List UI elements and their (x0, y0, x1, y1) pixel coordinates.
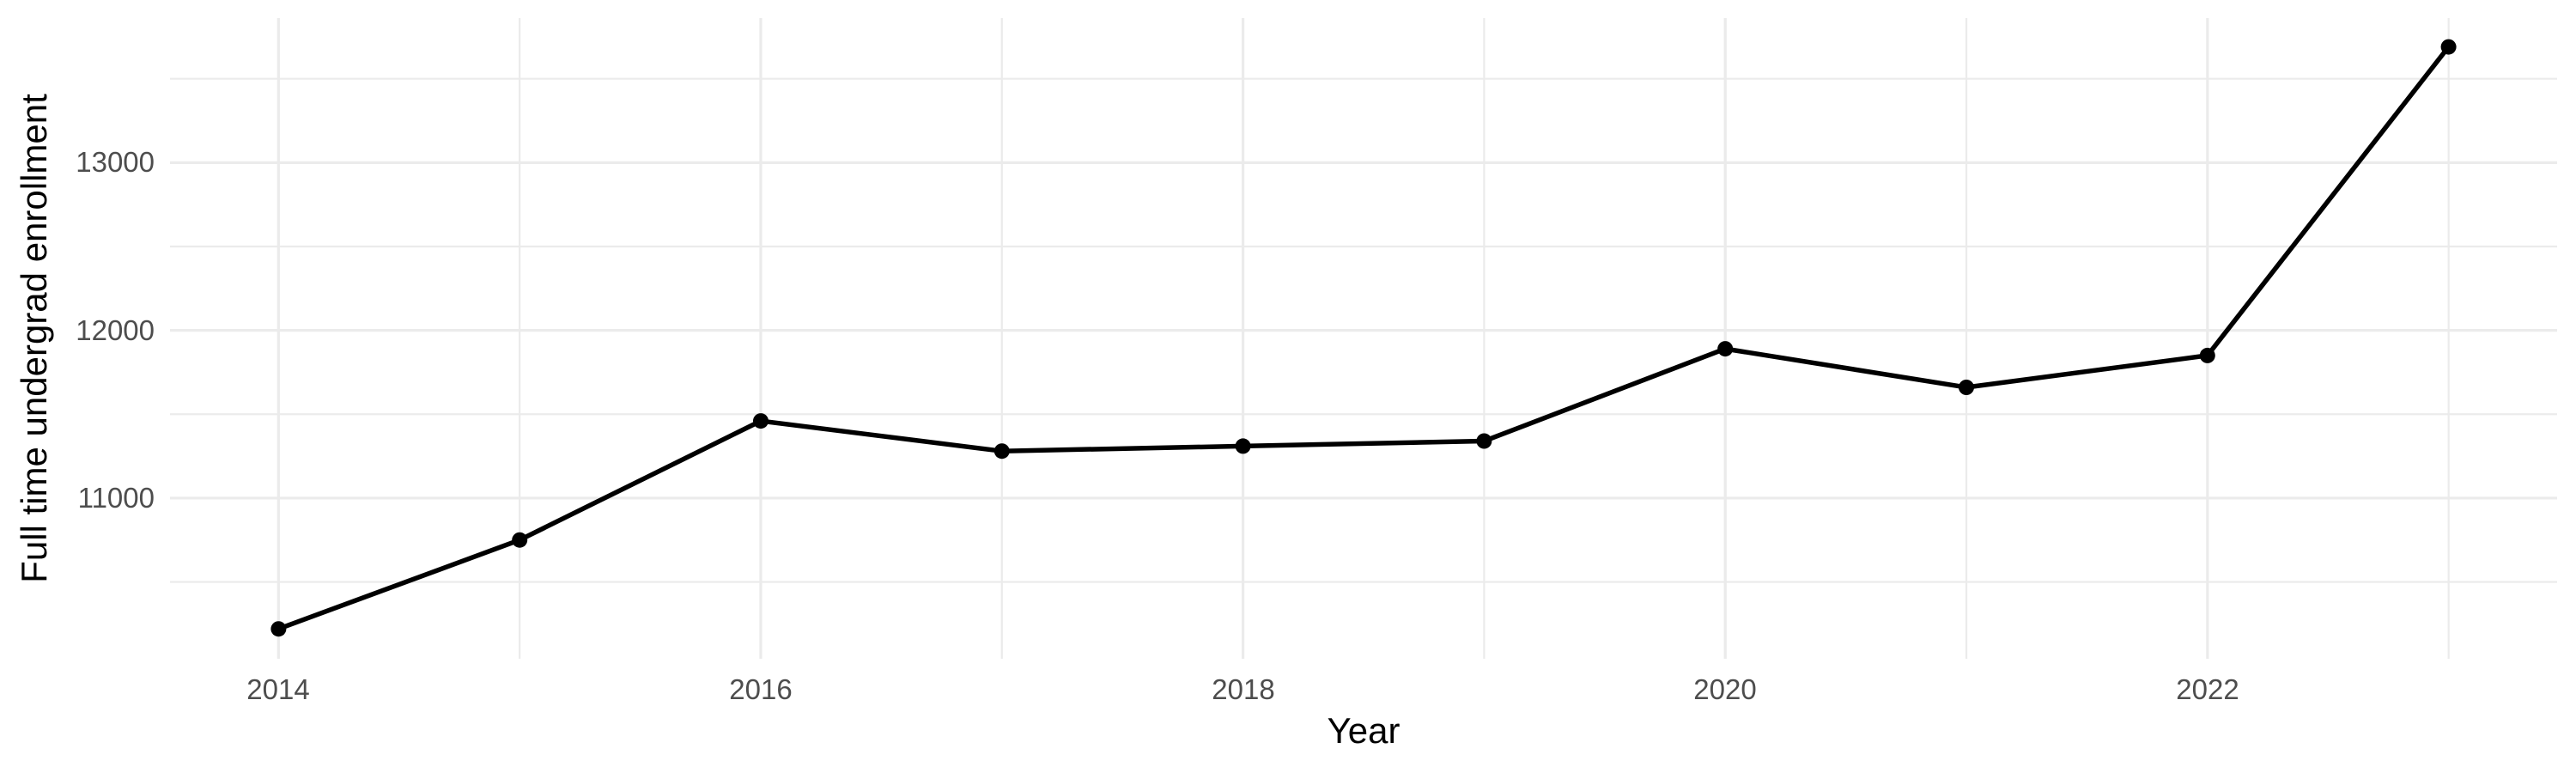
x-tick-label: 2016 (729, 673, 793, 705)
y-tick-label: 13000 (76, 146, 155, 178)
data-line (277, 45, 2451, 631)
x-tick-label: 2018 (1212, 673, 1275, 705)
y-tick-label: 11000 (77, 482, 155, 514)
data-point (1959, 380, 1974, 395)
x-tick-label: 2014 (246, 673, 310, 705)
y-tick-label: 12000 (76, 314, 155, 346)
data-point (1235, 438, 1251, 454)
data-point (1476, 433, 1492, 449)
data-point (2199, 347, 2215, 363)
y-axis-title: Full time undergrad enrollment (14, 94, 54, 583)
data-point (270, 621, 287, 637)
x-tick-label: 2020 (1693, 673, 1757, 705)
data-point (993, 443, 1010, 460)
data-point (1717, 341, 1734, 357)
x-tick-label: 2022 (2176, 673, 2239, 705)
data-point (512, 532, 528, 548)
data-point (753, 413, 769, 429)
data-point (2440, 39, 2457, 55)
x-axis-title: Year (1327, 710, 1400, 751)
